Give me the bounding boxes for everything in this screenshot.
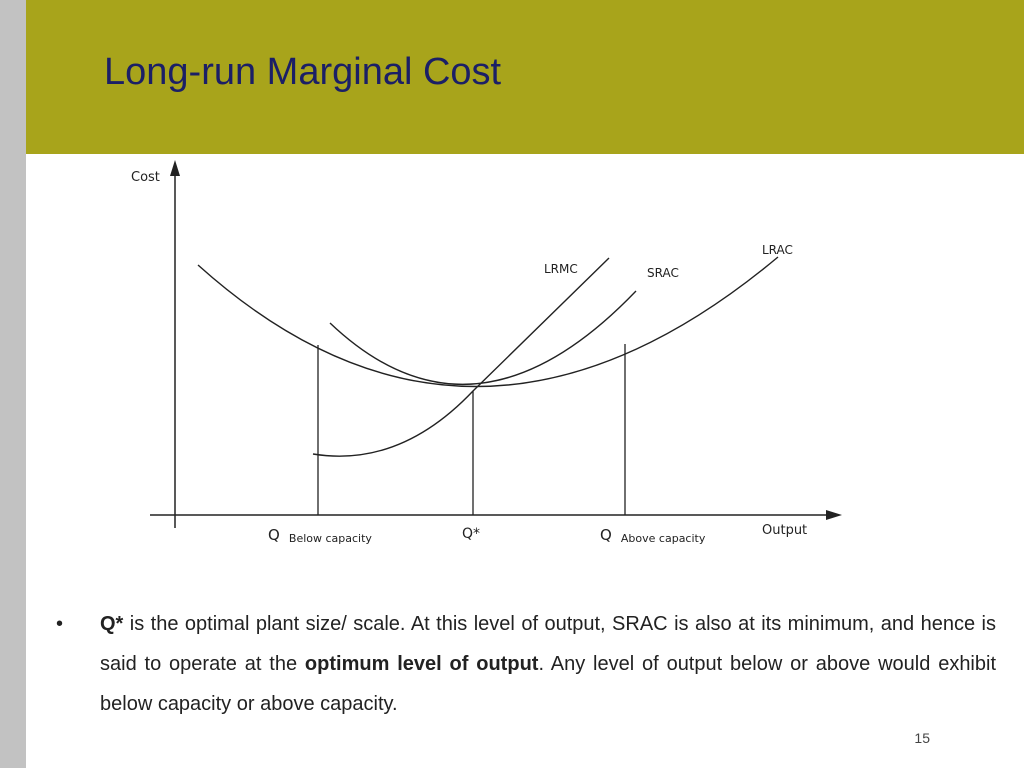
bullet-term: Q* xyxy=(100,613,124,635)
y-axis-label: Cost xyxy=(131,170,160,185)
q-below-sub: Below capacity xyxy=(289,532,373,545)
x-axis-label: Output xyxy=(762,523,807,538)
slide-title: Long-run Marginal Cost xyxy=(104,51,502,93)
q-below-main: Q xyxy=(268,526,280,544)
lrmc-curve xyxy=(312,257,610,457)
q-above-capacity-label: Q Above capacity xyxy=(600,525,706,545)
srac-curve xyxy=(329,290,637,386)
bullet-emphasis: optimum level of output xyxy=(304,653,539,675)
slide-number: 15 xyxy=(914,730,930,746)
q-above-main: Q xyxy=(600,526,612,544)
title-band xyxy=(26,0,1024,154)
q-below-capacity-label: Q Below capacity xyxy=(268,525,372,545)
srac-label: SRAC xyxy=(647,266,679,280)
bullet-text-part-2: . Any level of output below or above wou… xyxy=(100,653,997,715)
bullet-marker: • xyxy=(56,613,64,635)
left-margin-strip xyxy=(0,0,26,768)
lrac-label: LRAC xyxy=(762,243,793,257)
x-axis xyxy=(150,510,842,520)
bullet-text-part-1: is the optimal plant size/ scale. At thi… xyxy=(100,613,996,675)
y-axis xyxy=(170,160,180,528)
bullet-text: Q* is the optimal plant size/ scale. At … xyxy=(100,604,996,724)
q-star-label: Q* xyxy=(462,526,480,542)
lrmc-label: LRMC xyxy=(544,262,578,276)
lrac-curve xyxy=(197,256,779,388)
q-above-sub: Above capacity xyxy=(621,532,706,545)
